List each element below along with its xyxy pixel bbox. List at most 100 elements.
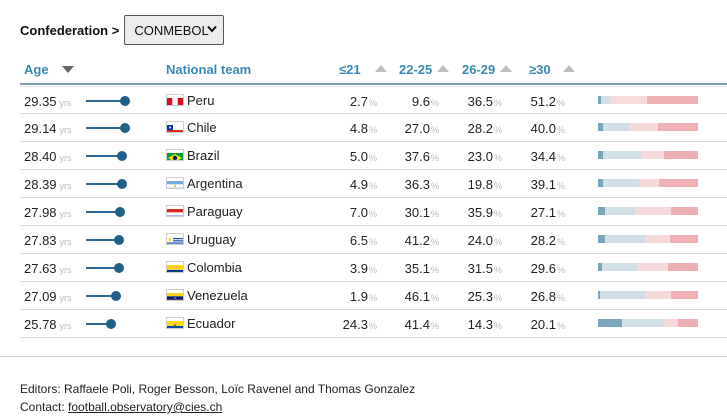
share-cell-3: 14.3% xyxy=(468,317,502,332)
percent-unit: % xyxy=(556,293,565,303)
percent-unit: % xyxy=(556,181,565,191)
bar-segment-3 xyxy=(645,235,670,243)
age-distribution-bar xyxy=(598,291,698,299)
share-value: 3.9 xyxy=(349,261,368,276)
percent-unit: % xyxy=(430,98,439,108)
share-value: 23.0 xyxy=(467,149,493,164)
share-cell-2: 41.2% xyxy=(405,233,439,248)
age-lollipop-dot xyxy=(119,123,130,133)
table-row[interactable]: 29.35 yrs Peru 2.7% 9.6% 36.5% 51.2% xyxy=(20,86,727,114)
table-row[interactable]: 28.40 yrs Brazil 5.0% 37.6% 23.0% 34.4% xyxy=(20,142,727,170)
team-name[interactable]: Uruguay xyxy=(187,232,237,247)
table-row[interactable]: 25.78 yrs Ecuador 24.3% 41.4% 14.3% 20.1% xyxy=(20,310,727,338)
sort-asc-icon[interactable] xyxy=(563,65,575,72)
percent-unit: % xyxy=(556,265,565,275)
age-lollipop-line xyxy=(86,295,117,297)
percent-unit: % xyxy=(430,237,439,247)
age-unit: yrs xyxy=(59,237,72,247)
share-value: 4.8 xyxy=(349,121,368,136)
percent-unit: % xyxy=(368,209,377,219)
share-value: 41.4 xyxy=(404,317,430,332)
team-name[interactable]: Paraguay xyxy=(187,204,243,219)
age-distribution-bar xyxy=(598,207,698,215)
team-column-header[interactable]: National team xyxy=(166,62,252,77)
age22-25-column-header[interactable]: 22-25 xyxy=(399,62,433,77)
share-cell-4: 26.8% xyxy=(531,289,565,304)
over30-column-header[interactable]: ≥30 xyxy=(529,62,551,77)
average-age-value: 27.63 xyxy=(24,261,57,276)
share-value: 4.9 xyxy=(349,177,368,192)
share-cell-1: 5.0% xyxy=(350,149,377,164)
sort-asc-icon[interactable] xyxy=(375,65,387,72)
age26-29-column-header[interactable]: 26-29 xyxy=(462,62,496,77)
percent-unit: % xyxy=(430,181,439,191)
bar-segment-2 xyxy=(600,96,611,104)
percent-unit: % xyxy=(430,293,439,303)
percent-unit: % xyxy=(368,321,377,331)
table-row[interactable]: 28.39 yrs Argentina 4.9% 36.3% 19.8% 39.1% xyxy=(20,170,727,198)
sort-asc-icon[interactable] xyxy=(500,65,512,72)
team-name[interactable]: Colombia xyxy=(187,260,242,275)
age-lollipop-dot xyxy=(114,207,125,217)
team-name[interactable]: Peru xyxy=(187,93,215,108)
share-value: 20.1 xyxy=(530,317,556,332)
team-name[interactable]: Brazil xyxy=(187,148,220,163)
age-lollipop-dot xyxy=(116,179,127,189)
table-row[interactable]: 27.09 yrs Venezuela 1.9% 46.1% 25.3% 26.8% xyxy=(20,282,727,310)
team-name[interactable]: Chile xyxy=(187,120,217,135)
table-row[interactable]: 27.63 yrs Colombia 3.9% 35.1% 31.5% 29.6% xyxy=(20,254,727,282)
age-distribution-bar xyxy=(598,319,698,327)
share-value: 26.8 xyxy=(530,289,556,304)
age-lollipop-line xyxy=(86,183,122,185)
bar-segment-4 xyxy=(658,179,698,187)
age-distribution-bar xyxy=(598,96,698,104)
percent-unit: % xyxy=(430,265,439,275)
age-distribution-bar xyxy=(598,235,698,243)
bar-segment-2 xyxy=(599,291,646,299)
divider xyxy=(0,356,727,357)
share-cell-1: 1.9% xyxy=(350,289,377,304)
bar-segment-4 xyxy=(657,123,698,131)
team-name[interactable]: Ecuador xyxy=(187,316,236,331)
bar-segment-2 xyxy=(622,319,664,327)
percent-unit: % xyxy=(493,237,502,247)
team-name[interactable]: Venezuela xyxy=(187,288,248,303)
percent-unit: % xyxy=(493,125,502,135)
bar-segment-3 xyxy=(639,179,659,187)
bar-segment-2 xyxy=(601,263,637,271)
contact-email-link[interactable]: football.observatory@cies.ch xyxy=(68,400,223,414)
sort-desc-icon[interactable] xyxy=(62,66,74,73)
percent-unit: % xyxy=(368,265,377,275)
age-column-header[interactable]: Age xyxy=(24,62,49,77)
average-age: 25.78 yrs xyxy=(24,317,72,332)
table-row[interactable]: 27.83 yrs Uruguay 6.5% 41.2% 24.0% 28.2% xyxy=(20,226,727,254)
share-value: 25.3 xyxy=(467,289,493,304)
team-table: 29.35 yrs Peru 2.7% 9.6% 36.5% 51.2% 29.14 yrs Ch… xyxy=(20,86,727,338)
share-value: 27.1 xyxy=(530,205,556,220)
bar-segment-4 xyxy=(671,291,698,299)
team-name[interactable]: Argentina xyxy=(187,176,243,191)
share-cell-3: 23.0% xyxy=(468,149,502,164)
share-cell-4: 34.4% xyxy=(531,149,565,164)
share-cell-3: 25.3% xyxy=(468,289,502,304)
table-row[interactable]: 29.14 yrs Chile 4.8% 27.0% 28.2% 40.0% xyxy=(20,114,727,142)
share-value: 5.0 xyxy=(349,149,368,164)
share-value: 24.0 xyxy=(467,233,493,248)
share-value: 7.0 xyxy=(349,205,368,220)
table-row[interactable]: 27.98 yrs Paraguay 7.0% 30.1% 35.9% 27.1% xyxy=(20,198,727,226)
confederation-select[interactable]: CONMEBOL xyxy=(124,15,225,45)
average-age-value: 29.14 xyxy=(24,121,57,136)
sort-asc-icon[interactable] xyxy=(437,65,449,72)
u21-column-header[interactable]: ≤21 xyxy=(339,62,361,77)
average-age: 27.98 yrs xyxy=(24,205,72,220)
bar-segment-2 xyxy=(602,179,640,187)
age-unit: yrs xyxy=(59,321,72,331)
average-age: 27.09 yrs xyxy=(24,289,72,304)
average-age-value: 27.09 xyxy=(24,289,57,304)
percent-unit: % xyxy=(430,153,439,163)
percent-unit: % xyxy=(368,237,377,247)
average-age-value: 28.40 xyxy=(24,149,57,164)
age-lollipop-line xyxy=(86,100,126,102)
bar-segment-4 xyxy=(668,263,698,271)
percent-unit: % xyxy=(430,125,439,135)
